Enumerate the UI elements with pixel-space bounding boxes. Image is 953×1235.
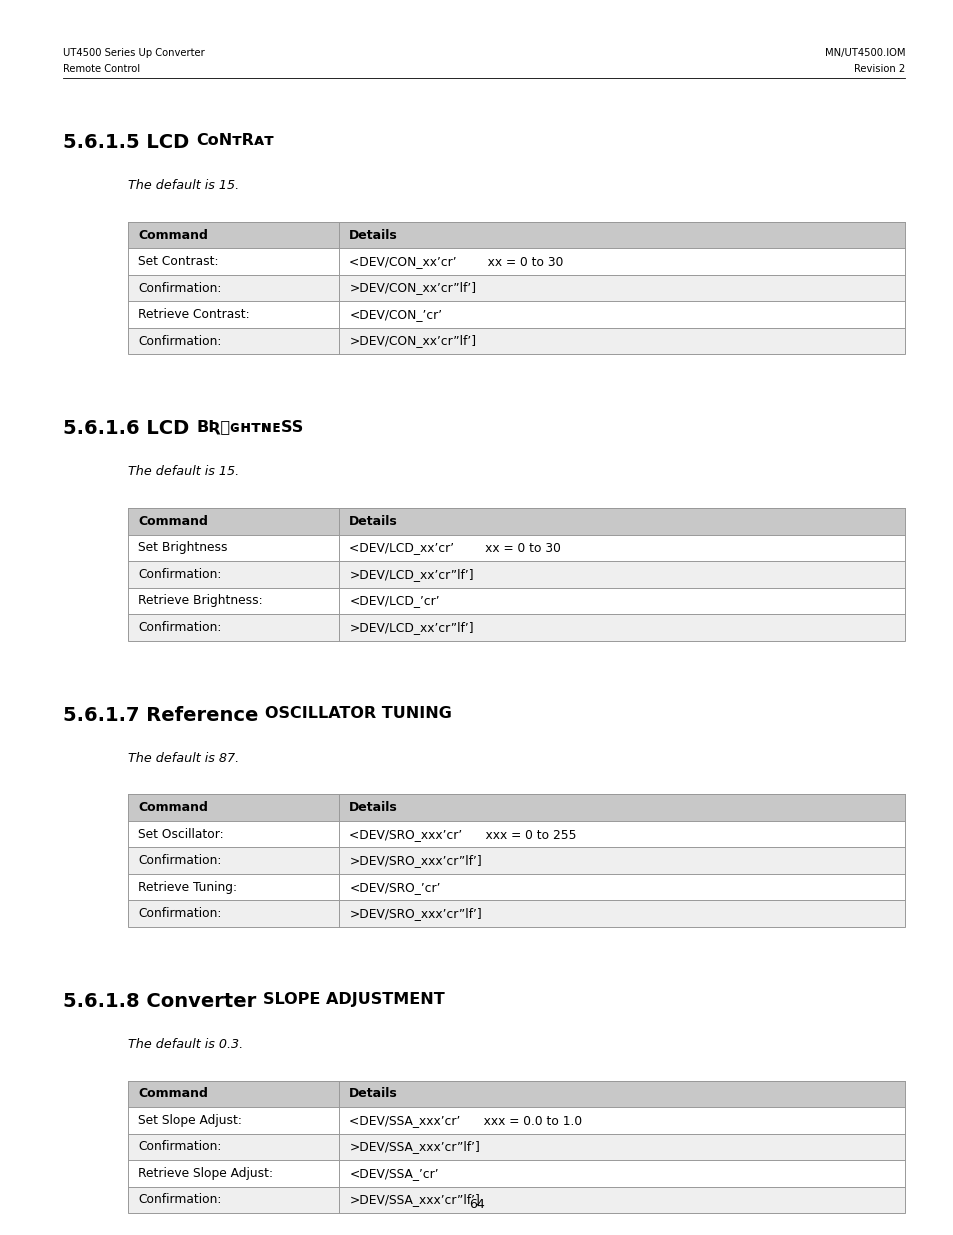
Bar (128, 1081, 904, 1107)
Text: Confirmation:: Confirmation: (138, 1140, 221, 1153)
Text: SLOPE ADJUSTMENT: SLOPE ADJUSTMENT (263, 992, 444, 1007)
Text: Command: Command (138, 802, 208, 814)
Bar (128, 508, 904, 535)
Bar (128, 274, 904, 301)
Text: Details: Details (349, 1087, 397, 1100)
Text: Details: Details (349, 802, 397, 814)
Text: Retrieve Tuning:: Retrieve Tuning: (138, 881, 236, 894)
Bar (128, 327, 904, 354)
Text: <DEV/CON_xx’cr’        xx = 0 to 30: <DEV/CON_xx’cr’ xx = 0 to 30 (349, 256, 563, 268)
Text: Confirmation:: Confirmation: (138, 335, 221, 347)
Bar (128, 1160, 904, 1187)
Bar (128, 900, 904, 926)
Text: Confirmation:: Confirmation: (138, 1193, 221, 1207)
Text: Retrieve Brightness:: Retrieve Brightness: (138, 594, 262, 608)
Text: >DEV/LCD_xx’cr”lf’]: >DEV/LCD_xx’cr”lf’] (349, 568, 474, 580)
Text: Confirmation:: Confirmation: (138, 906, 221, 920)
Text: <DEV/CON_’cr’: <DEV/CON_’cr’ (349, 308, 442, 321)
Bar (128, 248, 904, 274)
Text: OSCILLATOR TUNING: OSCILLATOR TUNING (265, 705, 452, 720)
Bar (128, 1187, 904, 1213)
Bar (128, 794, 904, 821)
Bar (128, 508, 904, 641)
Bar (128, 794, 904, 926)
Text: Set Contrast:: Set Contrast: (138, 256, 218, 268)
Text: Set Brightness: Set Brightness (138, 541, 227, 555)
Text: The default is 15.: The default is 15. (128, 466, 239, 478)
Bar (128, 535, 904, 561)
Text: >DEV/SRO_xxx’cr”lf’]: >DEV/SRO_xxx’cr”lf’] (349, 855, 481, 867)
Bar (128, 222, 904, 354)
Text: The default is 15.: The default is 15. (128, 179, 239, 191)
Text: BƦꞮɢʜᴛɴᴇSS: BƦꞮɢʜᴛɴᴇSS (195, 419, 303, 435)
Text: Command: Command (138, 515, 208, 527)
Text: Set Slope Adjust:: Set Slope Adjust: (138, 1114, 242, 1126)
Text: <DEV/SSA_xxx’cr’      xxx = 0.0 to 1.0: <DEV/SSA_xxx’cr’ xxx = 0.0 to 1.0 (349, 1114, 582, 1126)
Text: <DEV/SSA_’cr’: <DEV/SSA_’cr’ (349, 1167, 438, 1179)
Text: Confirmation:: Confirmation: (138, 855, 221, 867)
Text: >DEV/LCD_xx’cr”lf’]: >DEV/LCD_xx’cr”lf’] (349, 621, 474, 634)
Text: Command: Command (138, 228, 208, 242)
Text: MN/UT4500.IOM: MN/UT4500.IOM (823, 48, 904, 58)
Bar (128, 1081, 904, 1213)
Text: >DEV/CON_xx’cr”lf’]: >DEV/CON_xx’cr”lf’] (349, 282, 476, 294)
Text: Retrieve Slope Adjust:: Retrieve Slope Adjust: (138, 1167, 273, 1179)
Bar (128, 561, 904, 588)
Text: Command: Command (138, 1087, 208, 1100)
Text: Remote Control: Remote Control (63, 64, 140, 74)
Text: Details: Details (349, 228, 397, 242)
Text: UT4500 Series Up Converter: UT4500 Series Up Converter (63, 48, 205, 58)
Bar (128, 301, 904, 327)
Text: 5.6.1.6 LCD: 5.6.1.6 LCD (63, 419, 195, 438)
Bar (128, 222, 904, 248)
Text: 64: 64 (469, 1198, 484, 1212)
Text: <DEV/LCD_xx’cr’        xx = 0 to 30: <DEV/LCD_xx’cr’ xx = 0 to 30 (349, 541, 560, 555)
Text: <DEV/SRO_xxx’cr’      xxx = 0 to 255: <DEV/SRO_xxx’cr’ xxx = 0 to 255 (349, 827, 577, 841)
Text: Confirmation:: Confirmation: (138, 621, 221, 634)
Text: <DEV/LCD_’cr’: <DEV/LCD_’cr’ (349, 594, 439, 608)
Text: 5.6.1.8 Converter: 5.6.1.8 Converter (63, 992, 263, 1010)
Bar (128, 614, 904, 641)
Bar (128, 1134, 904, 1160)
Text: The default is 87.: The default is 87. (128, 752, 239, 764)
Text: 5.6.1.7 Reference: 5.6.1.7 Reference (63, 705, 265, 725)
Text: Details: Details (349, 515, 397, 527)
Text: Confirmation:: Confirmation: (138, 282, 221, 294)
Text: >DEV/SSA_xxx’cr”lf’]: >DEV/SSA_xxx’cr”lf’] (349, 1193, 479, 1207)
Text: Retrieve Contrast:: Retrieve Contrast: (138, 308, 250, 321)
Text: Set Oscillator:: Set Oscillator: (138, 827, 223, 841)
Text: >DEV/CON_xx’cr”lf’]: >DEV/CON_xx’cr”lf’] (349, 335, 476, 347)
Bar (128, 874, 904, 900)
Text: <DEV/SRO_’cr’: <DEV/SRO_’cr’ (349, 881, 440, 894)
Bar (128, 1107, 904, 1134)
Text: The default is 0.3.: The default is 0.3. (128, 1037, 243, 1051)
Text: >DEV/SSA_xxx’cr”lf’]: >DEV/SSA_xxx’cr”lf’] (349, 1140, 479, 1153)
Text: >DEV/SRO_xxx’cr”lf’]: >DEV/SRO_xxx’cr”lf’] (349, 906, 481, 920)
Bar (128, 821, 904, 847)
Bar (128, 847, 904, 874)
Text: CᴏNᴛRᴀᴛ: CᴏNᴛRᴀᴛ (195, 133, 274, 148)
Text: Confirmation:: Confirmation: (138, 568, 221, 580)
Bar (128, 588, 904, 614)
Text: Revision 2: Revision 2 (853, 64, 904, 74)
Text: 5.6.1.5 LCD: 5.6.1.5 LCD (63, 133, 195, 152)
